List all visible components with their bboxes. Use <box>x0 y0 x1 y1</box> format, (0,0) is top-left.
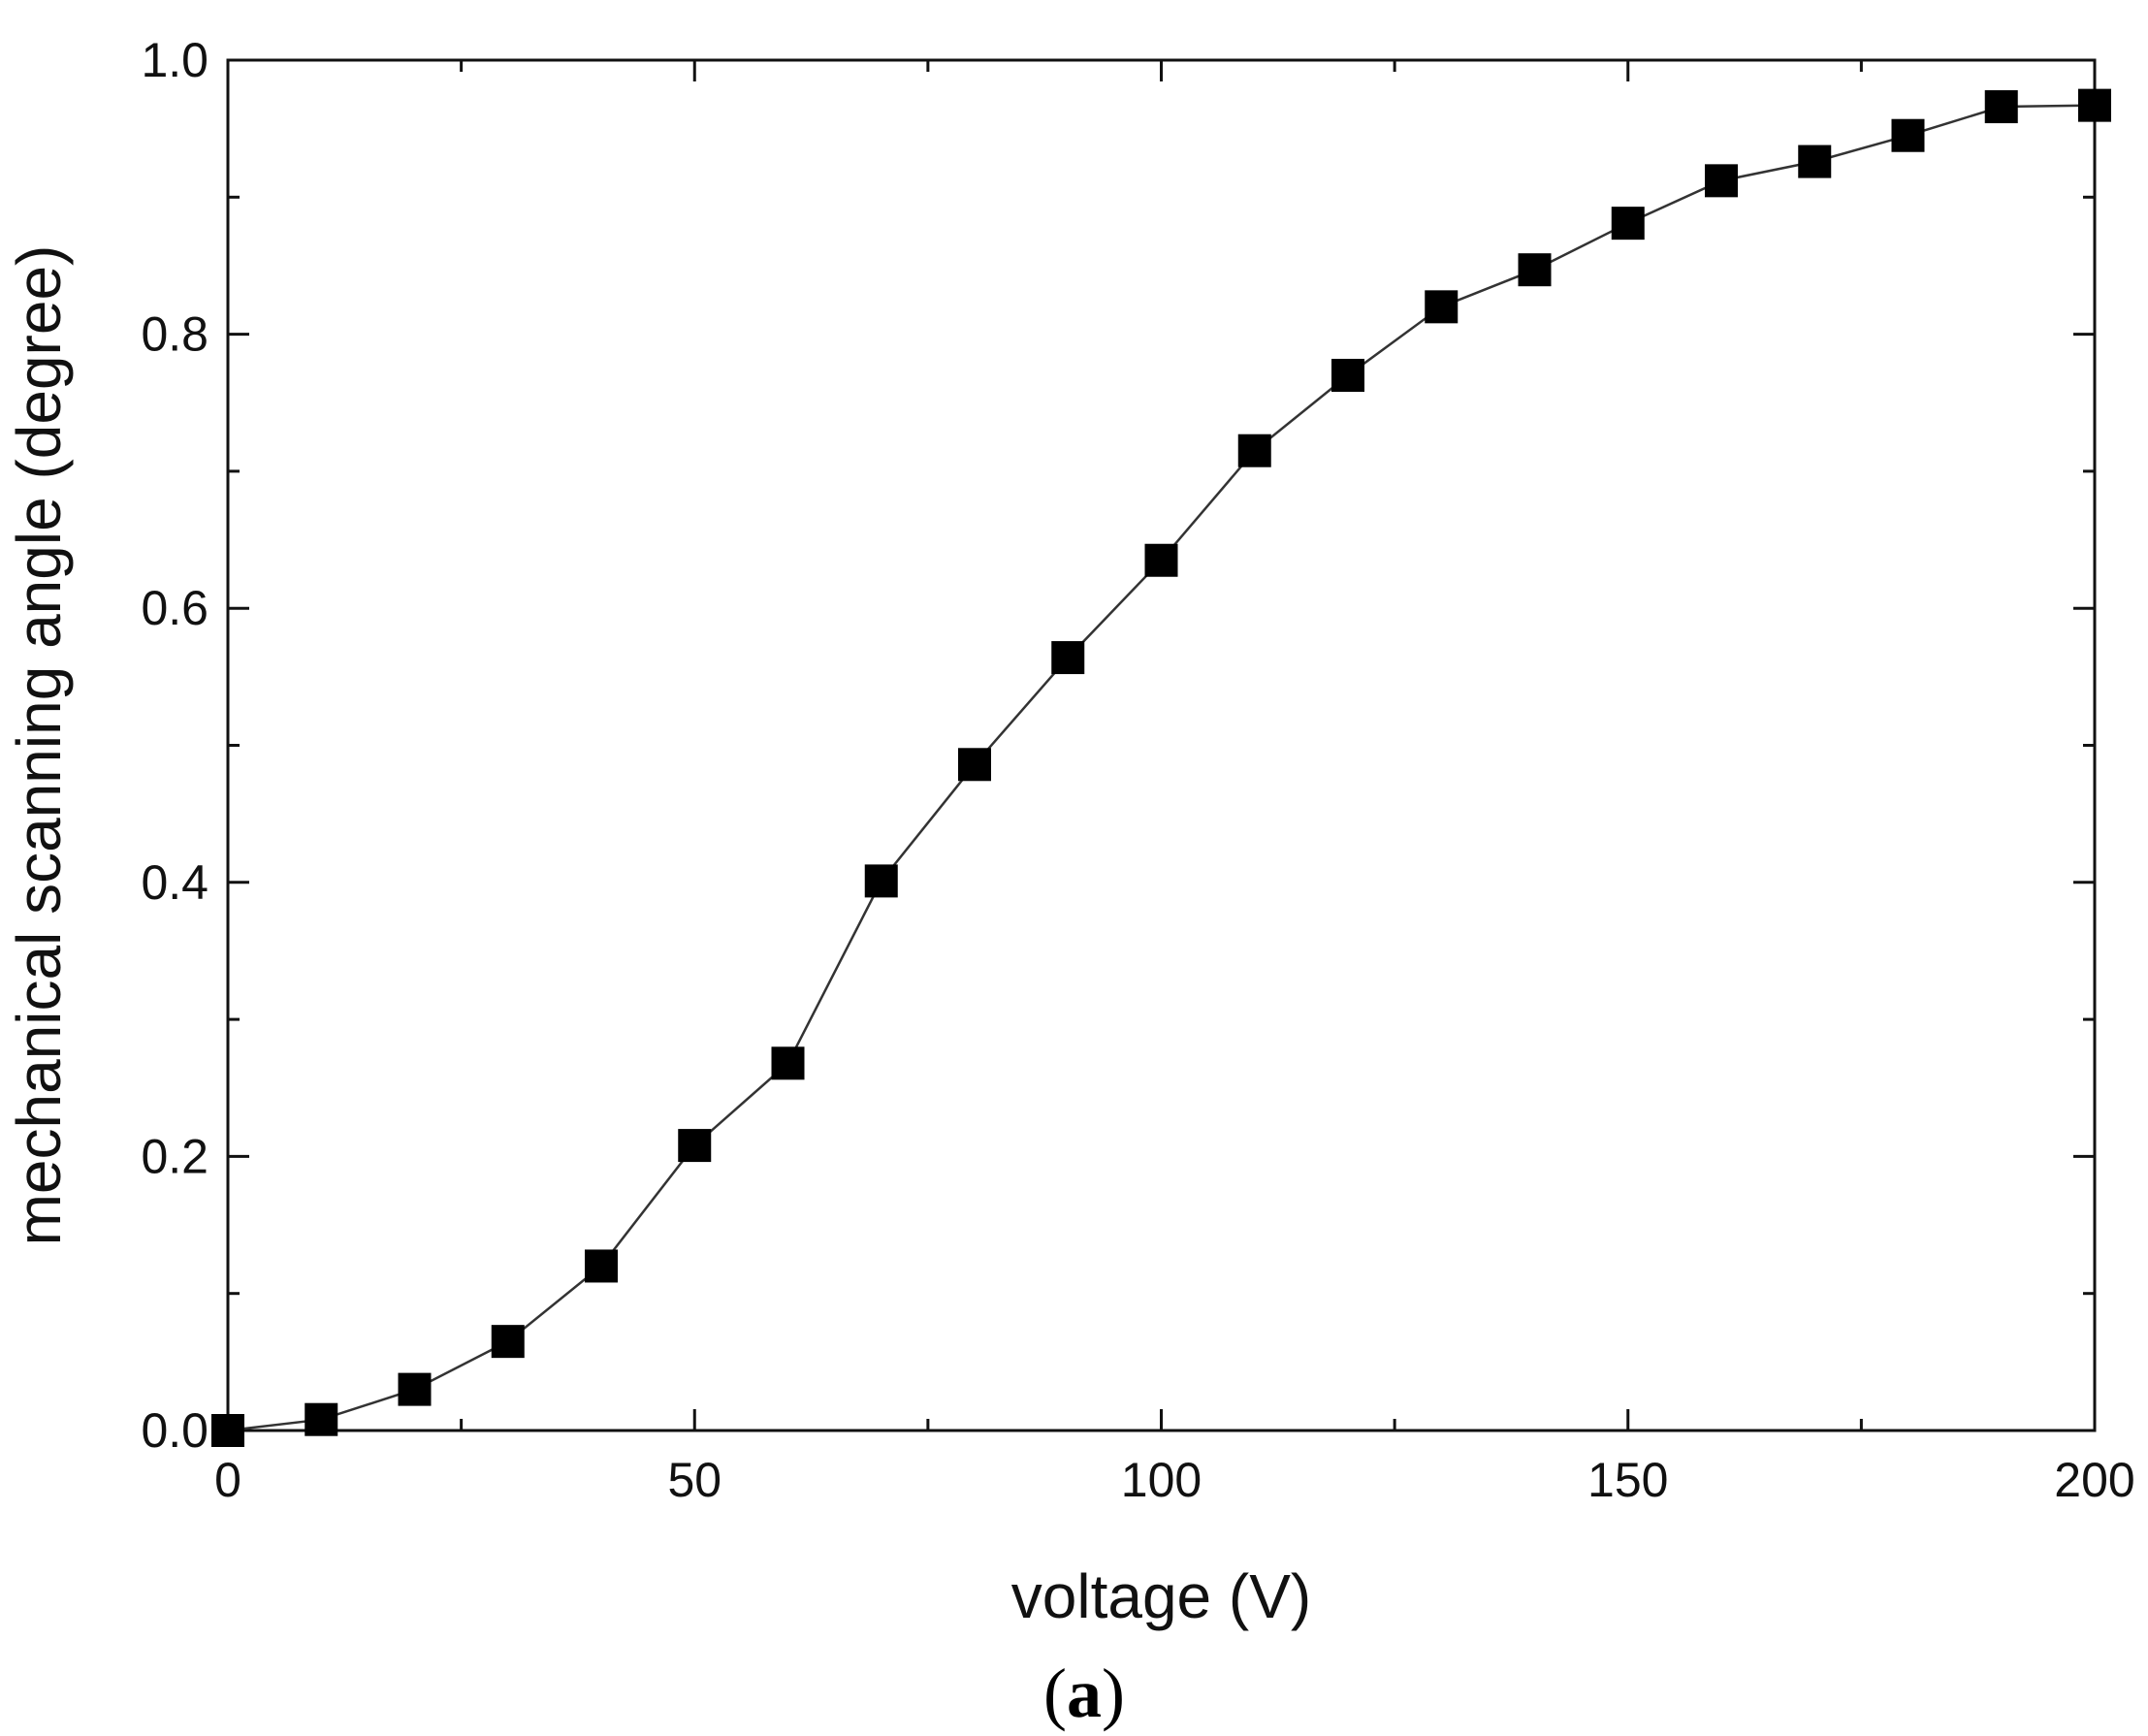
y-tick-label: 1.0 <box>141 33 208 87</box>
data-point <box>1798 145 1832 178</box>
data-point <box>958 748 991 782</box>
data-point <box>1611 207 1645 241</box>
y-tick-label: 0.6 <box>141 581 208 635</box>
panel-label-open: ( <box>1043 1655 1067 1732</box>
data-point <box>1144 543 1178 577</box>
data-point <box>211 1414 244 1447</box>
x-tick-label: 0 <box>214 1453 241 1507</box>
data-point <box>1705 164 1738 198</box>
y-tick-label: 0.4 <box>141 855 208 910</box>
y-axis-title: mechanical scanning angle (degree) <box>4 245 74 1246</box>
y-tick-label: 0.0 <box>141 1403 208 1458</box>
panel-label-letter: a <box>1067 1655 1102 1732</box>
x-tick-label: 200 <box>2054 1453 2134 1507</box>
y-tick-label: 0.2 <box>141 1129 208 1183</box>
data-point <box>1237 434 1271 467</box>
data-point <box>864 864 898 898</box>
x-tick-label: 150 <box>1587 1453 1668 1507</box>
data-point <box>398 1372 432 1406</box>
panel-label-close: ) <box>1102 1655 1125 1732</box>
data-point <box>491 1325 525 1359</box>
data-point <box>1051 641 1085 675</box>
data-point <box>305 1402 338 1436</box>
data-point <box>1984 90 2018 124</box>
data-point <box>1425 290 1459 324</box>
data-point <box>585 1249 618 1283</box>
data-point <box>1891 118 1925 152</box>
x-tick-label: 50 <box>667 1453 721 1507</box>
data-point <box>2078 88 2111 122</box>
x-tick-label: 100 <box>1121 1453 1202 1507</box>
axis-ticks <box>226 58 2097 1432</box>
series-markers <box>211 88 2111 1447</box>
x-axis-title: voltage (V) <box>1011 1561 1311 1631</box>
y-tick-label: 0.8 <box>141 307 208 362</box>
data-point <box>678 1129 712 1163</box>
panel-label: (a) <box>1043 1655 1125 1732</box>
data-point <box>1331 358 1364 392</box>
axis-tick-labels: 0 50 100 150 200 0.0 0.2 0.4 0.6 0.8 1.0 <box>141 33 2134 1507</box>
data-point <box>1518 253 1552 287</box>
data-point <box>771 1046 805 1080</box>
